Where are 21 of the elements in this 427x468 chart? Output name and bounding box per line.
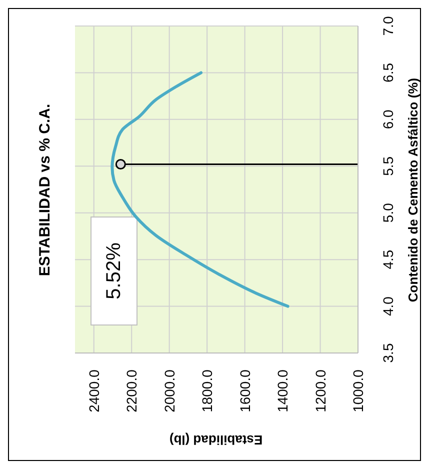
x-tick-label: 1000.0 (350, 369, 366, 412)
text: ESTABILIDAD vs % C.A. (36, 104, 54, 276)
y-tick-label: 4.5 (380, 250, 396, 270)
y-tick-label: 3.5 (380, 343, 396, 363)
y-axis-title: Contenido de Cemento Asfáltico (%) (406, 78, 420, 302)
x-tick-label: 1800.0 (199, 369, 216, 412)
x-tick-label: 1400.0 (274, 369, 291, 412)
x-tick-label: 2000.0 (161, 369, 178, 412)
x-tick-label: 2400.0 (86, 369, 102, 412)
annotation: 5.52% (103, 242, 125, 300)
y-tick-label: 6.0 (380, 109, 396, 130)
y-tick-label: 6.5 (380, 62, 396, 82)
y-tick-label: 5.5 (380, 156, 396, 176)
x-axis-title: Estabilidad (lb) (169, 432, 263, 448)
y-tick-label: 5.0 (380, 202, 396, 223)
callout-box: 5.52% (90, 216, 138, 326)
x-tick-label: 1600.0 (236, 369, 253, 412)
y-tick-label: 4.0 (380, 296, 396, 316)
x-tick-label: 1200.0 (312, 369, 328, 412)
y-tick-label: 7.0 (380, 16, 396, 36)
x-tick-label: 2200.0 (124, 369, 140, 412)
